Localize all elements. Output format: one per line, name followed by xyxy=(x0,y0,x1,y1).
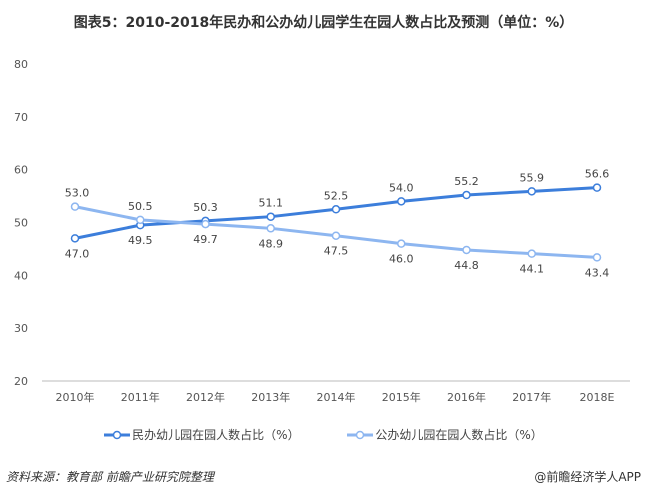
legend-marker-private xyxy=(104,430,131,439)
data-point xyxy=(70,202,80,211)
data-label: 55.9 xyxy=(520,171,545,184)
data-point xyxy=(201,219,210,229)
x-tick-label: 2017年 xyxy=(512,390,551,404)
x-tick-label: 2014年 xyxy=(317,390,356,404)
data-label: 50.3 xyxy=(193,201,218,214)
data-point xyxy=(397,239,406,248)
data-point xyxy=(331,231,341,240)
y-tick-label: 80 xyxy=(14,58,28,71)
data-point xyxy=(331,205,341,214)
data-label: 53.0 xyxy=(65,187,90,200)
data-point xyxy=(527,187,536,196)
x-tick-label: 2010年 xyxy=(56,390,95,404)
y-tick-label: 50 xyxy=(14,217,28,230)
data-point xyxy=(527,249,536,258)
line-chart: 20 30 40 50 60 70 80 2010年 2011年 2012年 2013年 2014年 2… xyxy=(14,58,630,404)
legend-item-public: 公办幼儿园在园人数占比（%） xyxy=(347,426,543,443)
chart-title: 图表5：2010-2018年民办和公办幼儿园学生在园人数占比及预测（单位：%） xyxy=(73,15,574,31)
data-point xyxy=(462,245,471,255)
data-label: 44.1 xyxy=(520,263,545,276)
x-tick-label: 2013年 xyxy=(251,390,290,404)
data-point xyxy=(70,234,80,243)
data-label: 55.2 xyxy=(454,175,479,188)
data-label: 47.0 xyxy=(65,247,90,260)
data-point xyxy=(462,190,471,200)
y-tick-label: 40 xyxy=(14,269,28,282)
y-tick-label: 30 xyxy=(14,322,28,335)
data-label: 49.7 xyxy=(193,233,218,246)
data-label: 52.5 xyxy=(324,189,349,202)
data-label: 54.0 xyxy=(389,181,414,194)
x-tick-label: 2015年 xyxy=(382,390,421,404)
data-point xyxy=(136,215,145,225)
x-tick-label: 2011年 xyxy=(121,390,160,404)
data-label: 50.5 xyxy=(128,200,153,213)
data-label: 43.4 xyxy=(585,266,610,279)
source-note: 资料来源：教育部 前瞻产业研究院整理 xyxy=(6,470,214,484)
x-tick-label: 2016年 xyxy=(447,390,486,404)
data-point xyxy=(397,197,406,206)
y-tick-label: 60 xyxy=(14,164,28,177)
data-label: 48.9 xyxy=(259,237,284,250)
data-point xyxy=(266,212,275,221)
data-label: 47.5 xyxy=(324,245,349,258)
data-label: 46.0 xyxy=(389,253,414,266)
y-tick-label: 70 xyxy=(14,111,28,124)
data-point xyxy=(592,253,602,262)
x-tick-label: 2012年 xyxy=(186,390,225,404)
legend-marker-public xyxy=(347,430,374,439)
y-tick-label: 20 xyxy=(14,375,28,388)
data-label: 56.6 xyxy=(585,168,610,181)
legend-label-public: 公办幼儿园在园人数占比（%） xyxy=(375,428,543,442)
data-label: 44.8 xyxy=(454,259,479,272)
data-point xyxy=(266,224,275,233)
x-tick-label: 2018E xyxy=(580,391,615,404)
legend-item-private: 民办幼儿园在园人数占比（%） xyxy=(104,426,300,443)
data-point xyxy=(592,183,602,192)
data-label: 49.5 xyxy=(128,234,153,247)
legend: 民办幼儿园在园人数占比（%） 公办幼儿园在园人数占比（%） xyxy=(0,426,647,443)
data-label: 51.1 xyxy=(259,197,284,210)
legend-label-private: 民办幼儿园在园人数占比（%） xyxy=(132,428,300,442)
brand-credit: @前瞻经济学人APP xyxy=(534,470,641,484)
